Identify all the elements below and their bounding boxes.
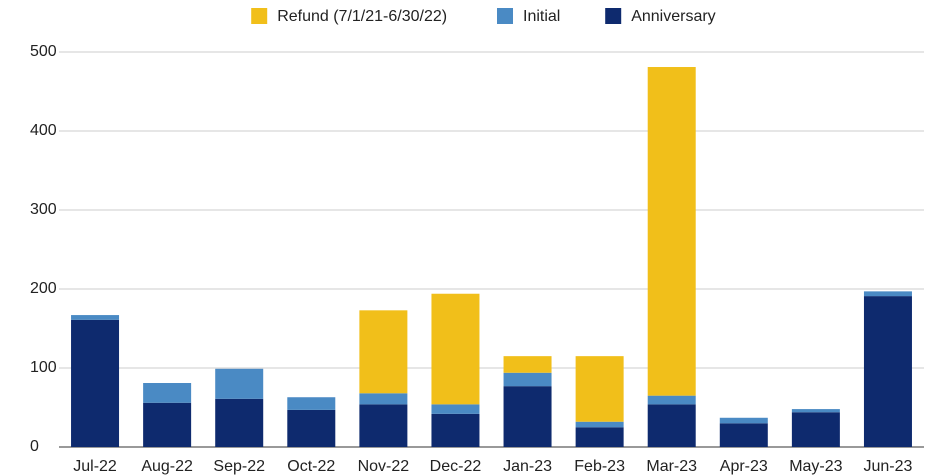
bar-segment — [575, 421, 624, 428]
bar-segment — [791, 412, 840, 447]
y-tick-label: 400 — [30, 122, 57, 139]
bar-segment — [647, 67, 696, 396]
x-tick-label: May-23 — [789, 458, 842, 475]
x-tick-label: Sep-22 — [213, 458, 265, 475]
bar-segment — [647, 395, 696, 405]
legend-swatch — [605, 8, 622, 24]
bar-segment — [863, 291, 912, 297]
bar-segment — [503, 356, 552, 373]
x-tick-label: Feb-23 — [574, 458, 625, 475]
y-tick-label: 500 — [30, 43, 57, 60]
bar-segment — [359, 393, 408, 405]
bar-segment — [719, 417, 768, 424]
x-tick-label: Apr-23 — [720, 458, 768, 475]
y-tick-label: 300 — [30, 201, 57, 218]
bar-segment — [143, 402, 192, 447]
y-tick-label: 0 — [30, 438, 39, 455]
y-tick-label: 100 — [30, 359, 57, 376]
bar-segment — [503, 386, 552, 447]
bar-segment — [71, 315, 120, 320]
bar-segment — [215, 398, 264, 447]
bar-segment — [359, 310, 408, 394]
x-tick-label: Nov-22 — [358, 458, 410, 475]
bar-segment — [431, 413, 480, 447]
bar-segment — [575, 356, 624, 422]
bar-segment — [215, 368, 264, 399]
bar-segment — [791, 409, 840, 413]
legend-label: Anniversary — [631, 8, 715, 25]
x-tick-label: Oct-22 — [287, 458, 335, 475]
bar-segment — [431, 404, 480, 414]
x-tick-label: Aug-22 — [141, 458, 193, 475]
bar-segment — [287, 409, 336, 447]
legend-label: Initial — [523, 8, 560, 25]
bar-segment — [431, 293, 480, 405]
bar-segment — [71, 319, 120, 447]
bar-segment — [719, 423, 768, 447]
x-tick-label: Jan-23 — [503, 458, 552, 475]
x-tick-label: Mar-23 — [646, 458, 697, 475]
x-tick-label: Dec-22 — [430, 458, 482, 475]
legend-swatch — [497, 8, 513, 24]
y-tick-label: 200 — [30, 280, 57, 297]
bar-segment — [287, 397, 336, 410]
legend-label: Refund (7/1/21-6/30/22) — [277, 8, 447, 25]
bar-segment — [359, 404, 408, 447]
bar-segment — [863, 296, 912, 447]
x-tick-label: Jun-23 — [863, 458, 912, 475]
legend-swatch — [251, 8, 268, 24]
bar-segment — [647, 404, 696, 447]
bar-segment — [503, 372, 552, 387]
bar-segment — [143, 383, 192, 403]
x-tick-label: Jul-22 — [73, 458, 117, 475]
bar-segment — [575, 427, 624, 447]
